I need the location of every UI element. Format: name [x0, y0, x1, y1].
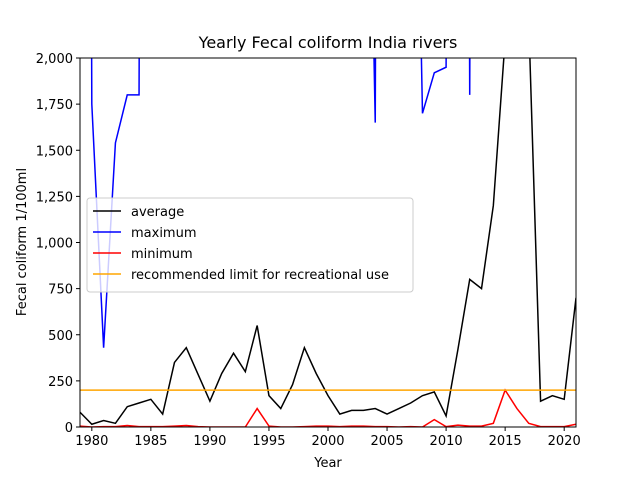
y-tick-label: 500: [48, 329, 73, 344]
legend-label: minimum: [131, 247, 193, 262]
x-tick-label: 1985: [134, 434, 167, 449]
x-tick-label: 1995: [252, 434, 285, 449]
y-tick-label: 2,000: [36, 52, 73, 67]
y-tick-label: 1,250: [36, 190, 73, 205]
legend-label: recommended limit for recreational use: [131, 268, 389, 283]
x-tick-label: 1990: [193, 434, 226, 449]
x-tick-label: 1980: [75, 434, 108, 449]
y-axis-label: Fecal coliform 1/100ml: [15, 168, 30, 316]
y-tick-label: 0: [65, 421, 73, 436]
y-tick-label: 1,000: [36, 237, 73, 252]
chart-title: Yearly Fecal coliform India rivers: [198, 33, 458, 52]
y-tick-label: 750: [48, 283, 73, 298]
x-tick-label: 2015: [489, 434, 522, 449]
y-tick-label: 1,500: [36, 144, 73, 159]
legend-label: average: [131, 205, 184, 220]
legend-box: [86, 197, 414, 293]
y-tick-label: 250: [48, 375, 73, 390]
x-tick-label: 2000: [311, 434, 344, 449]
x-tick-label: 2020: [548, 434, 581, 449]
x-axis-label: Year: [313, 456, 342, 471]
series-line: [80, 58, 576, 426]
x-tick-label: 2010: [430, 434, 463, 449]
x-tick-label: 2005: [371, 434, 404, 449]
legend-label: maximum: [131, 226, 197, 241]
y-tick-label: 1,750: [36, 98, 73, 113]
